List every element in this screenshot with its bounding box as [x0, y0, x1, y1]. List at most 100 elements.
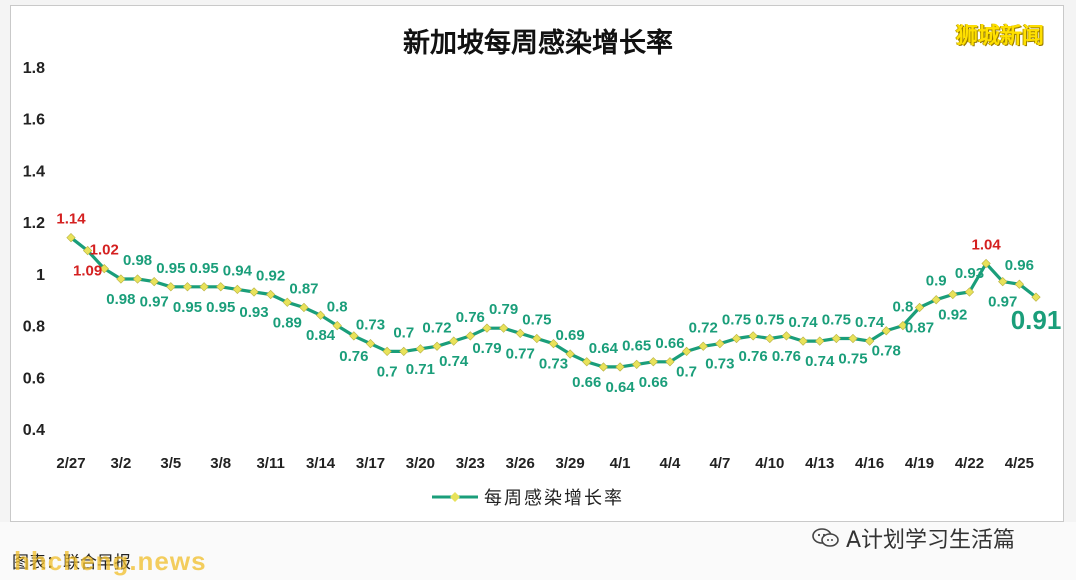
- x-tick-label: 3/17: [356, 455, 385, 472]
- y-tick-label: 1.6: [23, 112, 45, 129]
- footer-strip: [0, 522, 1076, 580]
- data-label: 0.74: [439, 353, 469, 370]
- wechat-account-name: A计划学习生活篇: [846, 528, 1016, 553]
- chart-frame: [10, 5, 1064, 522]
- data-point: [848, 333, 858, 344]
- data-label: 0.95: [173, 299, 202, 316]
- data-point: [1031, 292, 1041, 302]
- data-label: 0.98: [123, 252, 152, 269]
- data-point: [964, 287, 975, 297]
- data-point: [532, 333, 542, 344]
- x-tick-label: 4/13: [805, 455, 834, 472]
- data-point: [182, 282, 193, 292]
- data-point: [515, 328, 525, 338]
- y-tick-label: 1.4: [23, 163, 45, 180]
- data-point: [332, 320, 342, 331]
- chart-source: 图表：联合早报: [12, 553, 131, 573]
- data-point: [765, 333, 775, 344]
- data-point: [299, 302, 309, 313]
- x-tick-label: 4/10: [755, 455, 784, 472]
- y-tick-label: 0.8: [23, 319, 45, 336]
- x-tick-label: 4/4: [660, 455, 682, 472]
- data-label: 0.8: [892, 299, 913, 316]
- data-label: 0.92: [256, 268, 285, 285]
- series-markers: [66, 233, 1041, 372]
- data-point: [831, 333, 841, 344]
- x-tick-label: 3/14: [306, 455, 336, 472]
- data-point: [465, 331, 475, 341]
- data-point: [898, 320, 908, 331]
- data-label: 0.73: [705, 356, 734, 373]
- x-tick-label: 3/2: [110, 455, 131, 472]
- data-point: [498, 323, 509, 333]
- data-label: 0.79: [472, 340, 501, 357]
- x-tick-label: 4/16: [855, 455, 884, 472]
- data-label: 0.91: [1011, 305, 1062, 335]
- x-axis: 2/27 3/2 3/5 3/8 3/11 3/14 3/17 3/20 3/23 3/26 3/2…: [56, 455, 1034, 472]
- legend-label: 每周感染增长率: [484, 488, 624, 509]
- wechat-attribution: A计划学习生活篇: [812, 522, 1015, 554]
- data-point: [698, 341, 708, 351]
- data-label: 0.66: [572, 374, 601, 391]
- data-point: [315, 310, 326, 320]
- data-label: 0.71: [406, 361, 435, 378]
- data-label: 0.7: [377, 363, 398, 380]
- data-label: 0.9: [926, 273, 947, 290]
- y-tick-label: 1.8: [23, 60, 45, 77]
- data-label: 0.64: [589, 340, 619, 357]
- data-label: 0.7: [393, 324, 414, 341]
- data-point: [565, 349, 575, 359]
- y-tick-label: 0.6: [23, 370, 45, 387]
- y-axis: 0.4 0.6 0.8 1 1.2 1.4 1.6 1.8: [23, 60, 45, 439]
- data-point: [249, 287, 259, 297]
- x-tick-label: 4/1: [610, 455, 631, 472]
- data-label: 0.69: [556, 327, 585, 344]
- data-point: [798, 336, 808, 346]
- data-point: [715, 339, 725, 349]
- data-point: [681, 346, 692, 357]
- data-point: [166, 282, 176, 292]
- data-point: [914, 302, 925, 313]
- y-tick-label: 0.4: [23, 422, 45, 439]
- data-label: 0.65: [622, 337, 651, 354]
- data-point: [266, 289, 276, 300]
- legend: 每周感染增长率: [432, 488, 624, 509]
- data-label: 0.76: [339, 348, 368, 365]
- data-label: 0.92: [938, 307, 967, 324]
- data-label: 0.76: [739, 348, 768, 365]
- x-tick-label: 3/29: [556, 455, 585, 472]
- data-label: 0.89: [273, 314, 302, 331]
- data-point: [482, 323, 492, 333]
- data-point: [881, 326, 891, 336]
- data-point: [99, 264, 109, 274]
- data-label: 0.73: [356, 317, 385, 334]
- data-point: [132, 274, 143, 284]
- legend-marker: [450, 492, 460, 502]
- data-label: 0.93: [955, 265, 984, 282]
- data-point: [282, 297, 292, 307]
- data-point: [781, 331, 792, 341]
- data-point: [981, 258, 991, 269]
- x-tick-label: 4/19: [905, 455, 934, 472]
- x-tick-label: 3/23: [456, 455, 485, 472]
- data-label: 0.87: [905, 319, 934, 336]
- data-label: 0.72: [422, 319, 451, 336]
- wechat-icon: [812, 527, 840, 549]
- data-label: 0.95: [190, 260, 219, 277]
- data-label: 1.09: [73, 263, 102, 280]
- data-point: [349, 331, 359, 341]
- y-tick-label: 1: [36, 267, 45, 284]
- data-label: 0.87: [289, 280, 318, 297]
- data-point: [748, 331, 758, 341]
- data-point: [216, 282, 226, 292]
- data-label: 0.78: [872, 343, 901, 360]
- brand-logo-text: 狮城新闻: [956, 24, 1045, 49]
- data-label: 1.14: [56, 211, 86, 228]
- data-point: [199, 282, 209, 292]
- data-point: [149, 276, 159, 287]
- x-tick-label: 3/20: [406, 455, 435, 472]
- data-point: [432, 341, 442, 351]
- data-label: 0.96: [1005, 257, 1034, 274]
- x-tick-label: 3/5: [160, 455, 181, 472]
- data-point: [632, 359, 642, 369]
